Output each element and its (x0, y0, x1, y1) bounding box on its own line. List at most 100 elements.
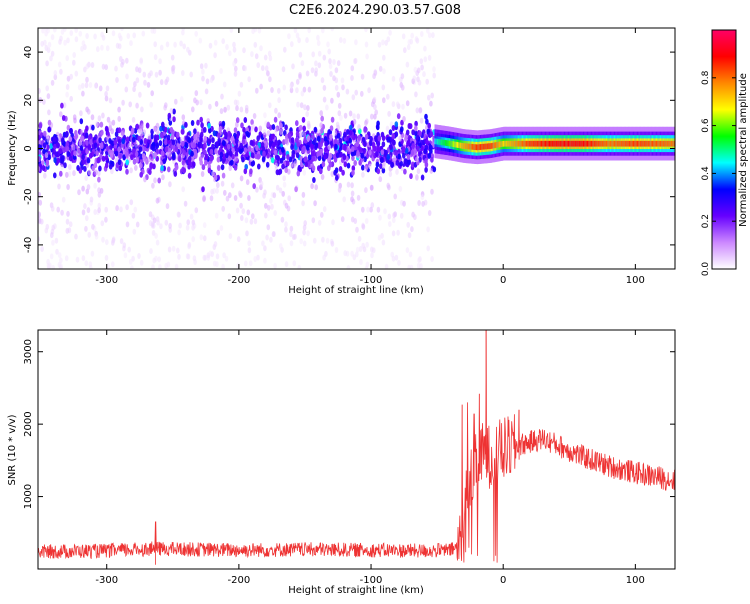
spectrogram-cell (361, 136, 366, 143)
spectrogram-cell (382, 54, 386, 61)
spectrogram-cell (150, 28, 155, 34)
spectrogram-cell (224, 255, 229, 262)
spectrogram-cell (49, 253, 54, 260)
spectrogram-cell (117, 146, 121, 153)
spectrogram-cell (363, 126, 368, 133)
spectrogram-cell (350, 75, 354, 81)
spectrogram-cell (201, 68, 205, 75)
spectrogram-cell (125, 168, 129, 175)
spectrogram-cell (324, 140, 328, 147)
spectrogram-cell (274, 162, 279, 169)
spectrogram-cell (151, 229, 156, 236)
spectrogram-cell (673, 140, 675, 147)
spectrogram-cell (78, 140, 83, 147)
spectrogram-cell (247, 247, 252, 254)
spectrogram-cell (187, 172, 192, 179)
spectrogram-cell (38, 139, 42, 146)
spectrogram-cell (97, 191, 102, 198)
spectrogram-cell (459, 142, 461, 149)
spectrogram-cell (100, 129, 104, 136)
spectrogram-cell (211, 137, 215, 144)
spectrogram-cell (199, 63, 204, 70)
spectrogram-cell (250, 119, 254, 126)
spectrogram-cell (341, 169, 345, 176)
spectrogram-cell (391, 101, 396, 108)
spectrogram-cell (60, 157, 65, 164)
spectrogram-cell (662, 140, 664, 147)
spectrogram-cell (139, 171, 143, 178)
spectrogram-cell (155, 122, 160, 129)
spectrogram-cell (409, 264, 414, 269)
spectrogram-cell (186, 46, 190, 53)
spectrogram-cell (466, 143, 468, 150)
spectrogram-cell (346, 181, 351, 188)
spectrogram-cell (555, 140, 557, 147)
spectrogram-cell (496, 142, 498, 148)
spectrogram-cell (66, 75, 71, 82)
spectrogram-cell (204, 159, 208, 166)
spectrogram-cell (563, 140, 565, 147)
spectrogram-cell (200, 153, 204, 160)
spectrogram-cell (69, 95, 73, 102)
spectrogram-cell (263, 112, 267, 119)
spectrogram-cell (159, 132, 164, 139)
spectrogram-cell (192, 142, 196, 149)
spectrogram-cell (273, 262, 277, 269)
spectrogram-cell (377, 234, 382, 241)
spectrogram-cell (205, 78, 210, 85)
spectrogram-cell (235, 207, 240, 214)
spectrogram-cell (667, 140, 669, 147)
spectrogram-cell (200, 122, 204, 129)
spectrogram-cell (158, 58, 162, 65)
spectrogram-cell (382, 97, 386, 104)
spectrogram-cell (593, 140, 595, 147)
spectrogram-cell (100, 44, 104, 51)
spectrogram-cell (72, 170, 76, 177)
spectrogram-cell (190, 120, 195, 126)
spectrogram-cell (639, 140, 641, 147)
spectrogram-cell (255, 145, 259, 151)
spectrogram-cell (84, 260, 89, 267)
spectrogram-cell (392, 139, 396, 146)
spectrogram-cell (551, 140, 553, 147)
spectrogram-cell (45, 159, 50, 166)
spectrogram-cell (570, 140, 572, 147)
spectrogram-cell (392, 217, 396, 224)
spectrogram-cell (377, 41, 382, 48)
spectrogram-cell (284, 138, 289, 145)
spectrogram-cell (183, 200, 188, 207)
spectrogram-cell (301, 146, 305, 153)
spectrogram-cell (445, 140, 447, 146)
spectrogram-cell (539, 140, 542, 147)
spectrogram-cell (284, 221, 288, 228)
spectrogram-cell (165, 41, 170, 48)
spectrogram-cell (537, 140, 539, 147)
spectrogram-cell (139, 57, 143, 64)
spectrogram-cell (223, 189, 227, 196)
spectrogram-cell (302, 86, 307, 93)
spectrogram-cell (543, 140, 546, 147)
spectrogram-cell (535, 140, 537, 147)
spectrogram-cell (84, 175, 88, 181)
spectrogram-cell (654, 140, 657, 147)
spectrogram-cell (65, 227, 70, 234)
snr-y-ticks: 1000 2000 3000 (23, 339, 675, 509)
spectrogram-cell (290, 41, 294, 48)
spectrogram-cell (240, 122, 244, 129)
spectrogram-cell (585, 140, 587, 147)
spectrogram-cell (512, 140, 514, 147)
spectrogram-cell (495, 142, 497, 148)
spectrogram-cell (174, 146, 179, 153)
spectrogram-cell (393, 193, 398, 200)
spectrogram-cell (351, 146, 355, 152)
spectrogram-cell (255, 186, 259, 193)
spectrogram-cell (411, 143, 416, 149)
spectrogram-cell (586, 140, 588, 147)
spectrogram-cell (311, 165, 316, 172)
spectrogram-cell (186, 219, 190, 226)
spectrogram-cell (72, 52, 76, 58)
spectrogram-cell (127, 143, 131, 149)
spectrogram-cell (247, 145, 252, 152)
spectrogram-cell (93, 209, 97, 215)
spectrogram-cell (183, 162, 187, 169)
